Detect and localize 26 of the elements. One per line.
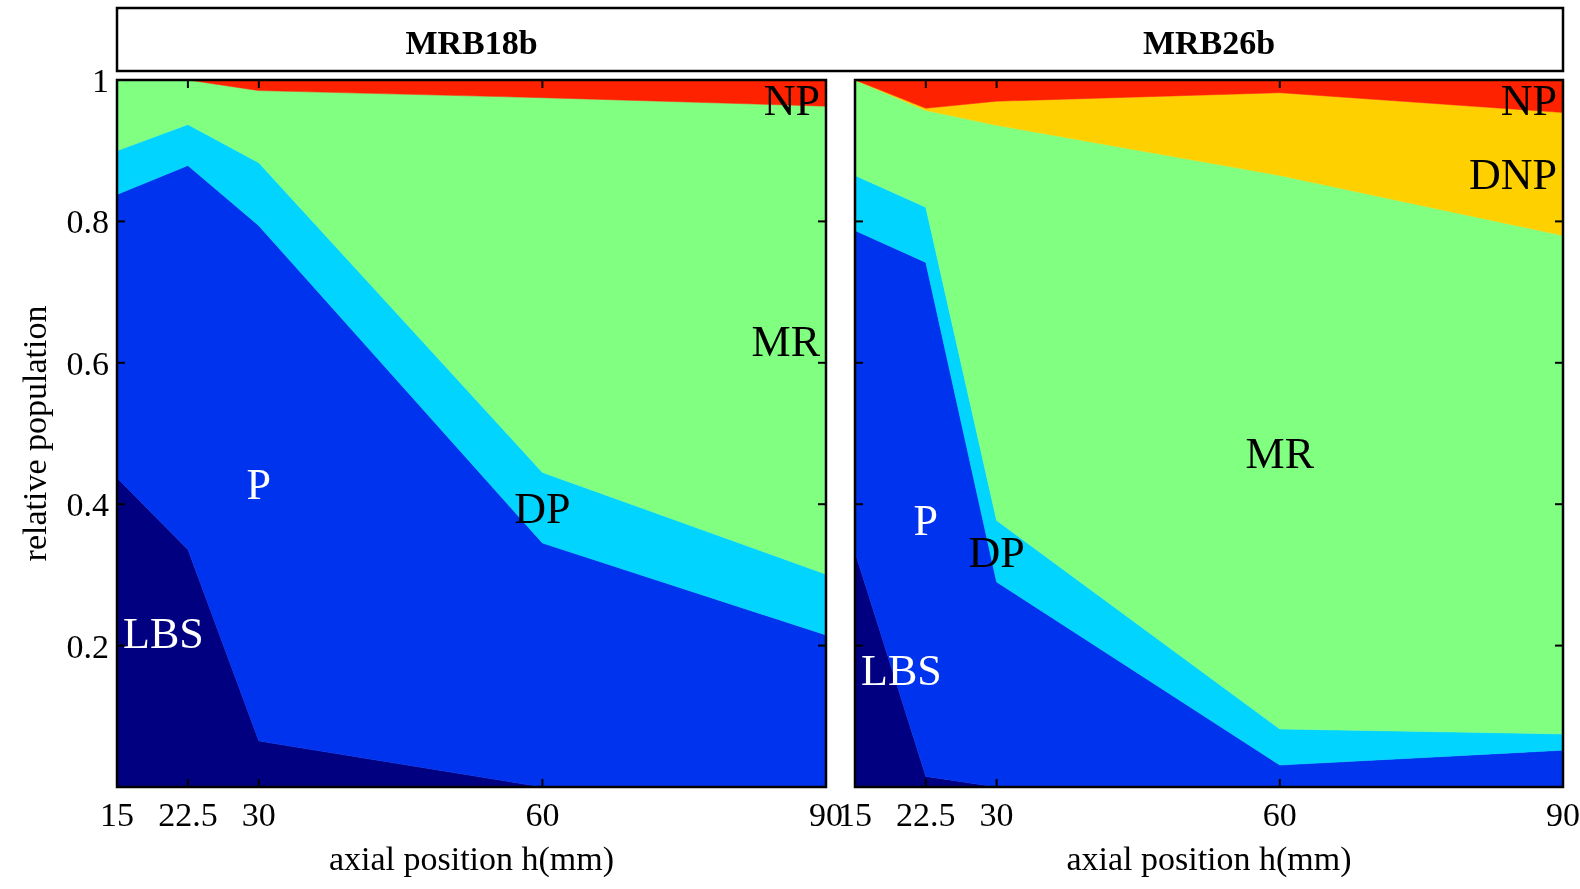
y-tick-label: 1 <box>92 61 109 99</box>
x-tick-label: 60 <box>1262 796 1297 833</box>
chart-title: MRB18b <box>405 24 538 61</box>
series-label: DP <box>514 484 571 534</box>
x-tick-label: 15 <box>100 796 134 833</box>
x-tick-label: 30 <box>979 796 1014 833</box>
series-label: P <box>246 459 272 509</box>
x-tick-label: 90 <box>1546 796 1580 833</box>
y-tick-label: 0.6 <box>66 344 109 382</box>
x-tick-label: 22.5 <box>158 796 218 833</box>
x-tick-label: 60 <box>525 796 560 833</box>
y-axis-title: relative population <box>16 305 53 562</box>
x-axis-title: axial position h(mm) <box>328 840 615 878</box>
y-tick-label: 0.2 <box>66 627 109 665</box>
series-label: LBS <box>123 608 204 658</box>
series-label: P <box>913 495 939 545</box>
x-tick-label: 22.5 <box>896 796 956 833</box>
x-axis-title: axial position h(mm) <box>1066 840 1352 878</box>
series-label: MR <box>1245 428 1315 478</box>
y-tick-label: 0.8 <box>66 203 109 241</box>
series-label: MR <box>751 316 821 366</box>
series-label: LBS <box>861 646 942 696</box>
x-tick-label: 30 <box>241 796 276 833</box>
y-tick-label: 0.4 <box>66 486 109 524</box>
series-label: DNP <box>1468 150 1557 200</box>
chart-title: MRB26b <box>1142 24 1276 61</box>
